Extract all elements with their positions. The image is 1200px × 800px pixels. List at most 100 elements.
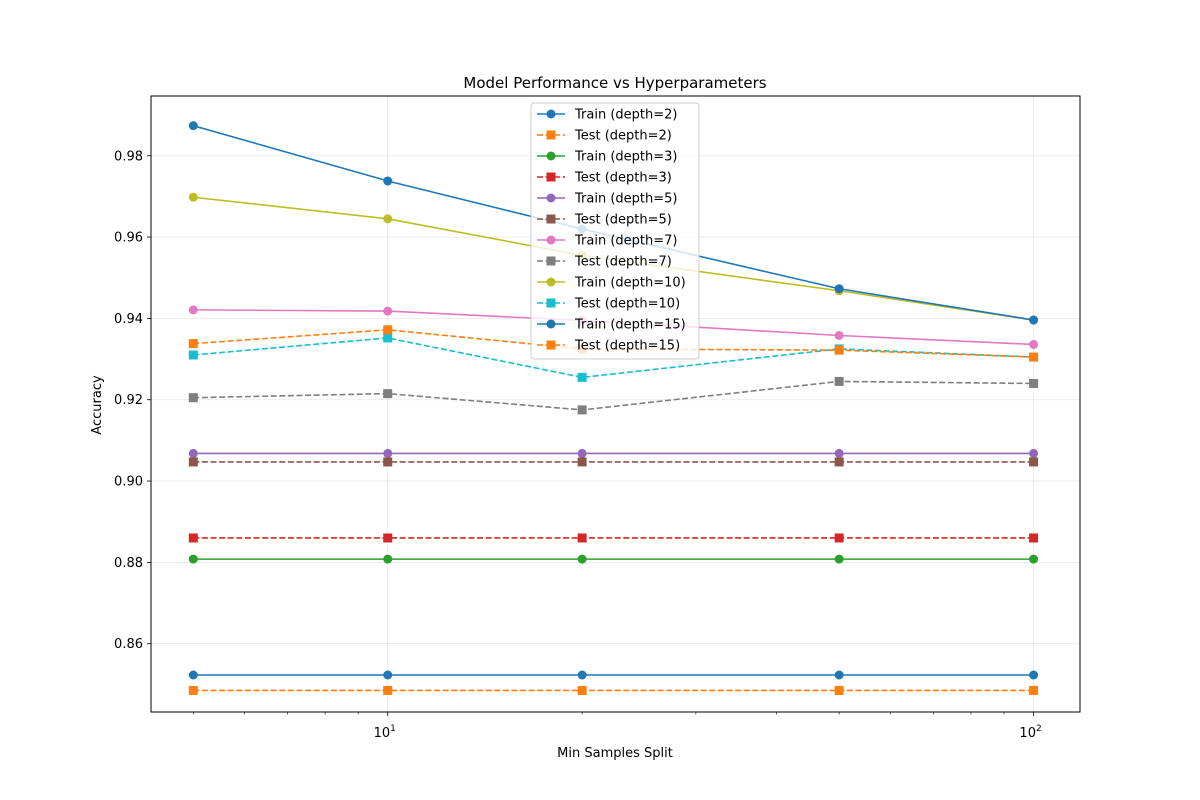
y-tick-label: 0.94	[114, 312, 143, 327]
legend-label: Test (depth=7)	[574, 255, 672, 270]
data-point	[577, 670, 587, 680]
legend-item: Train (depth=5)	[537, 192, 677, 207]
series-group	[188, 554, 1039, 564]
legend-label: Train (depth=15)	[574, 318, 686, 333]
x-tick-exponent: 2	[1036, 724, 1042, 734]
legend-marker	[546, 340, 556, 350]
data-point	[834, 670, 844, 680]
data-point	[1029, 352, 1039, 362]
data-point	[834, 533, 844, 543]
data-point	[834, 457, 844, 467]
legend-item: Test (depth=2)	[537, 129, 672, 144]
data-point	[1029, 670, 1039, 680]
legend-label: Train (depth=5)	[574, 192, 677, 207]
data-point	[383, 325, 393, 335]
data-point	[188, 393, 198, 403]
legend-label: Test (depth=10)	[574, 297, 680, 312]
data-point	[577, 448, 587, 458]
data-point	[383, 214, 393, 224]
data-point	[834, 685, 844, 695]
legend-item: Test (depth=15)	[537, 339, 680, 354]
x-axis-label: Min Samples Split	[557, 746, 673, 761]
data-point	[383, 306, 393, 316]
legend-label: Train (depth=10)	[574, 276, 686, 291]
data-point	[834, 376, 844, 386]
data-point	[188, 305, 198, 315]
x-tick-base: 10	[374, 726, 391, 741]
data-point	[188, 685, 198, 695]
data-point	[1029, 685, 1039, 695]
legend-label: Test (depth=2)	[574, 129, 672, 144]
data-point	[577, 533, 587, 543]
data-point	[1029, 339, 1039, 349]
data-point	[383, 685, 393, 695]
legend-marker	[546, 256, 556, 266]
x-tick-exponent: 1	[390, 724, 396, 734]
data-point	[834, 330, 844, 340]
x-tick-label: 101	[374, 724, 396, 741]
data-point	[188, 533, 198, 543]
legend-item: Train (depth=15)	[537, 318, 686, 333]
data-point	[1029, 448, 1039, 458]
data-point	[383, 670, 393, 680]
series-group	[188, 685, 1039, 695]
legend-label: Test (depth=5)	[574, 213, 672, 228]
data-point	[383, 457, 393, 467]
legend-label: Test (depth=15)	[574, 339, 680, 354]
y-tick-label: 0.96	[114, 231, 143, 246]
legend-item: Test (depth=7)	[537, 255, 672, 270]
data-point	[383, 554, 393, 564]
legend-item: Test (depth=10)	[537, 297, 680, 312]
legend-marker	[546, 214, 556, 224]
series-group	[188, 670, 1039, 680]
data-point	[577, 372, 587, 382]
legend-item: Test (depth=3)	[537, 171, 672, 186]
data-point	[834, 554, 844, 564]
legend-marker	[546, 172, 556, 182]
data-point	[383, 448, 393, 458]
x-tick-label: 102	[1019, 724, 1041, 741]
data-point	[188, 448, 198, 458]
data-point	[1029, 457, 1039, 467]
legend-marker	[546, 235, 556, 245]
data-point	[834, 448, 844, 458]
legend-item: Train (depth=10)	[537, 276, 686, 291]
legend-label: Train (depth=2)	[574, 108, 677, 123]
data-point	[383, 533, 393, 543]
data-point	[188, 670, 198, 680]
data-point	[188, 192, 198, 202]
data-point	[188, 457, 198, 467]
data-point	[188, 339, 198, 349]
data-point	[383, 333, 393, 343]
data-point	[188, 350, 198, 360]
series-group	[188, 533, 1039, 543]
series-group	[188, 448, 1039, 458]
series-group	[188, 457, 1039, 467]
data-point	[834, 345, 844, 355]
legend-marker	[546, 193, 556, 203]
data-point	[383, 176, 393, 186]
legend-item: Train (depth=7)	[537, 234, 677, 249]
y-tick-label: 0.92	[114, 393, 143, 408]
legend-item: Train (depth=2)	[537, 108, 677, 123]
y-tick-label: 0.98	[114, 149, 143, 164]
data-point	[834, 284, 844, 294]
data-point	[1029, 315, 1039, 325]
legend-marker	[546, 109, 556, 119]
y-tick-label: 0.88	[114, 556, 143, 571]
data-point	[383, 389, 393, 399]
legend-marker	[546, 130, 556, 140]
data-point	[1029, 378, 1039, 388]
series-line	[193, 337, 1034, 379]
legend-label: Train (depth=3)	[574, 150, 677, 165]
data-point	[577, 405, 587, 415]
legend-marker	[546, 319, 556, 329]
legend-item: Test (depth=5)	[537, 213, 672, 228]
legend-box	[530, 102, 700, 360]
y-tick-label: 0.86	[114, 637, 143, 652]
y-axis-label: Accuracy	[90, 375, 105, 435]
plot-area-frame	[150, 95, 1081, 713]
data-point	[577, 685, 587, 695]
